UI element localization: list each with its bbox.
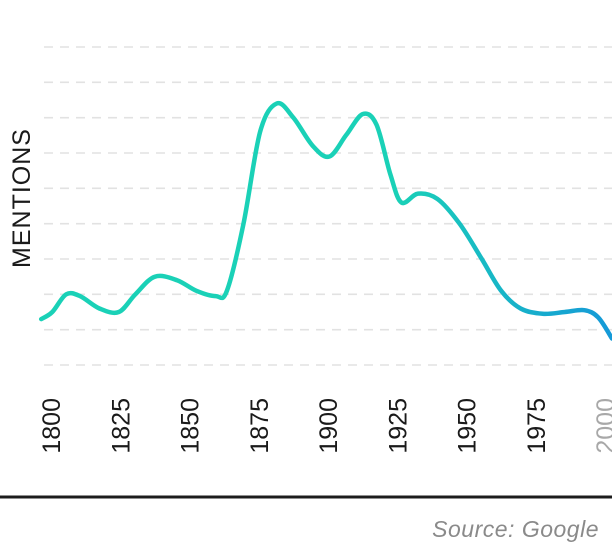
x-tick-label: 1925 bbox=[384, 398, 412, 454]
x-tick-label: 1825 bbox=[107, 398, 135, 454]
gridlines bbox=[44, 46, 612, 366]
x-tick-label: 1950 bbox=[454, 398, 482, 454]
x-tick-label: 1850 bbox=[177, 398, 205, 454]
x-tick-label: 1800 bbox=[38, 398, 66, 454]
series-line bbox=[38, 100, 612, 341]
x-tick-label: 1900 bbox=[315, 398, 343, 454]
x-tick-label: 1875 bbox=[246, 398, 274, 454]
x-axis-ticks: 1800 1825 1850 1875 1900 1925 1950 1975 2000 bbox=[38, 398, 612, 454]
x-tick-label: 2000 bbox=[592, 398, 612, 454]
x-tick-label: 1975 bbox=[523, 398, 551, 454]
source-note: Source: Google bbox=[432, 516, 599, 542]
y-axis-label: MENTIONS bbox=[8, 128, 36, 268]
